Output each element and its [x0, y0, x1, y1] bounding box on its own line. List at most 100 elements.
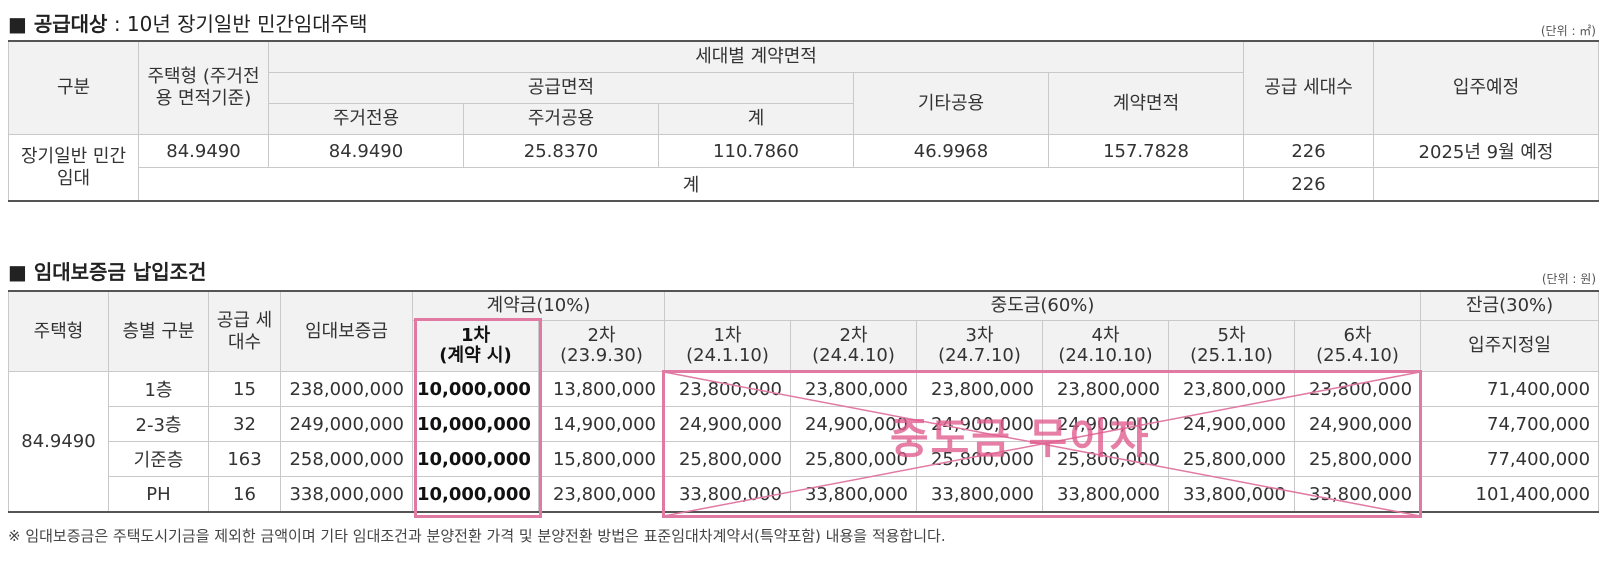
header-gubun: 구분	[8, 40, 139, 135]
middle-m5-cell: 25,800,000	[1168, 441, 1296, 477]
middle-m6-cell: 23,800,000	[1294, 371, 1422, 407]
header-other-common: 기타공용	[853, 72, 1049, 135]
header-m4: 4차 (24.10.10)	[1042, 320, 1170, 372]
balance-cell: 74,700,000	[1420, 406, 1600, 442]
table-row: 2-3층 32 249,000,000 10,000,000 14,900,00…	[9, 406, 1600, 442]
contract-c2-cell: 14,900,000	[537, 406, 666, 442]
contract-c2-cell: 15,800,000	[537, 441, 666, 477]
supply-target-table: 구분 주택형 (주거전용 면적기준) 세대별 계약면적 공급 세대수 입주예정 …	[8, 40, 1600, 202]
move-in-cell: 2025년 9월 예정	[1373, 134, 1600, 168]
header-balance: 잔금(30%)	[1420, 290, 1600, 321]
middle-m2-cell: 25,800,000	[790, 441, 918, 477]
table-row: 기준층 163 258,000,000 10,000,000 15,800,00…	[9, 441, 1600, 477]
middle-m3-cell: 33,800,000	[916, 476, 1044, 513]
contract-c1-cell: 10,000,000	[412, 476, 539, 513]
table-row: PH 16 338,000,000 10,000,000 23,800,000 …	[9, 476, 1600, 513]
contract-c2-cell: 13,800,000	[537, 371, 666, 407]
contract-c1-cell: 10,000,000	[412, 406, 539, 442]
middle-m5-cell: 24,900,000	[1168, 406, 1296, 442]
header-contract-area: 계약면적	[1047, 72, 1245, 135]
table-row: 장기일반 민간임대 84.9490 84.9490 25.8370 110.78…	[8, 134, 1600, 202]
header-m1: 1차 (24.1.10)	[664, 320, 792, 372]
section1-title-bold: ■ 공급대상	[8, 12, 108, 36]
floor-cell: 2-3층	[108, 406, 209, 442]
housing-type-value: 84.9490	[8, 371, 109, 513]
section2-title: ■ 임대보증금 납입조건	[8, 260, 207, 284]
total-households: 226	[1243, 167, 1375, 202]
header-residential-exclusive: 주거전용	[268, 103, 464, 135]
balance-cell: 101,400,000	[1420, 476, 1600, 513]
middle-m3-cell: 23,800,000	[916, 371, 1044, 407]
deposit-cell: 338,000,000	[280, 476, 413, 513]
header-move-in: 입주예정	[1373, 40, 1600, 135]
header-households2: 공급 세대수	[208, 290, 281, 372]
header-deposit: 임대보증금	[280, 290, 413, 372]
header-supply-area: 공급면적	[268, 72, 854, 104]
balance-cell: 71,400,000	[1420, 371, 1600, 407]
header-c2: 2차 (23.9.30)	[537, 320, 666, 372]
middle-m5-cell: 33,800,000	[1168, 476, 1296, 513]
middle-m2-cell: 23,800,000	[790, 371, 918, 407]
households-cell: 163	[208, 441, 281, 477]
header-m2: 2차 (24.4.10)	[790, 320, 918, 372]
header-residential-common: 주거공용	[463, 103, 659, 135]
total-label: 계	[137, 167, 1245, 202]
header-bal: 입주지정일	[1420, 320, 1600, 372]
households-cell: 15	[208, 371, 281, 407]
households-cell: 16	[208, 476, 281, 513]
contract-c1-cell: 10,000,000	[412, 441, 539, 477]
middle-m2-cell: 33,800,000	[790, 476, 918, 513]
header-housing-type: 주택형 (주거전용 면적기준)	[138, 40, 269, 135]
other-common-cell: 46.9968	[853, 134, 1049, 168]
header-contract-fee: 계약금(10%)	[411, 290, 666, 321]
deposit-cell: 249,000,000	[280, 406, 413, 442]
contract-area-cell: 157.7828	[1047, 134, 1245, 168]
section1-title-rest: : 10년 장기일반 민간임대주택	[107, 12, 368, 36]
footnote: ※ 임대보증금은 주택도시기금을 제외한 금액이며 기타 임대조건과 분양전환 …	[8, 527, 946, 545]
header-m3: 3차 (24.7.10)	[916, 320, 1044, 372]
balance-cell: 77,400,000	[1420, 441, 1600, 477]
middle-m6-cell: 33,800,000	[1294, 476, 1422, 513]
deposit-payment-table: 주택형 층별 구분 공급 세대수 임대보증금 계약금(10%) 중도금(60%)…	[8, 290, 1600, 513]
table-row: 84.9490 1층 15 238,000,000 10,000,000 13,…	[8, 371, 1600, 513]
middle-m2-cell: 24,900,000	[790, 406, 918, 442]
floor-cell: PH	[108, 476, 209, 513]
section2-unit: (단위 : 원)	[1541, 272, 1596, 286]
households-cell: 226	[1243, 134, 1375, 168]
header-contract-area-per-household: 세대별 계약면적	[267, 40, 1245, 73]
floor-cell: 기준층	[108, 441, 209, 477]
middle-m4-cell: 23,800,000	[1042, 371, 1170, 407]
subtotal-cell: 110.7860	[658, 134, 854, 168]
deposit-cell: 258,000,000	[280, 441, 413, 477]
middle-m6-cell: 24,900,000	[1294, 406, 1422, 442]
header-floor: 층별 구분	[108, 290, 209, 372]
contract-c1-cell: 10,000,000	[412, 371, 539, 407]
category-cell: 장기일반 민간임대	[8, 134, 139, 202]
total-empty	[1373, 167, 1600, 202]
header-housing-type2: 주택형	[8, 290, 109, 372]
header-middle-payment: 중도금(60%)	[664, 290, 1422, 321]
middle-m1-cell: 25,800,000	[664, 441, 792, 477]
middle-m4-cell: 33,800,000	[1042, 476, 1170, 513]
section1-unit: (단위 : ㎡)	[1540, 24, 1596, 38]
header-m6: 6차 (25.4.10)	[1294, 320, 1422, 372]
middle-m3-cell: 24,900,000	[916, 406, 1044, 442]
middle-m1-cell: 24,900,000	[664, 406, 792, 442]
floor-cell: 1층	[108, 371, 209, 407]
middle-m6-cell: 25,800,000	[1294, 441, 1422, 477]
header-c1: 1차 (계약 시)	[412, 320, 539, 372]
middle-m1-cell: 23,800,000	[664, 371, 792, 407]
residential-exclusive-cell: 84.9490	[268, 134, 464, 168]
households-cell: 32	[208, 406, 281, 442]
deposit-cell: 238,000,000	[280, 371, 413, 407]
residential-common-cell: 25.8370	[463, 134, 659, 168]
header-subtotal: 계	[658, 103, 854, 135]
contract-c2-cell: 23,800,000	[537, 476, 666, 513]
section1-title: ■ 공급대상 : 10년 장기일반 민간임대주택	[8, 8, 368, 37]
total-row: 계 226	[9, 167, 1600, 202]
middle-m5-cell: 23,800,000	[1168, 371, 1296, 407]
middle-m4-cell: 25,800,000	[1042, 441, 1170, 477]
header-m5: 5차 (25.1.10)	[1168, 320, 1296, 372]
middle-m1-cell: 33,800,000	[664, 476, 792, 513]
header-supply-households: 공급 세대수	[1243, 40, 1375, 135]
